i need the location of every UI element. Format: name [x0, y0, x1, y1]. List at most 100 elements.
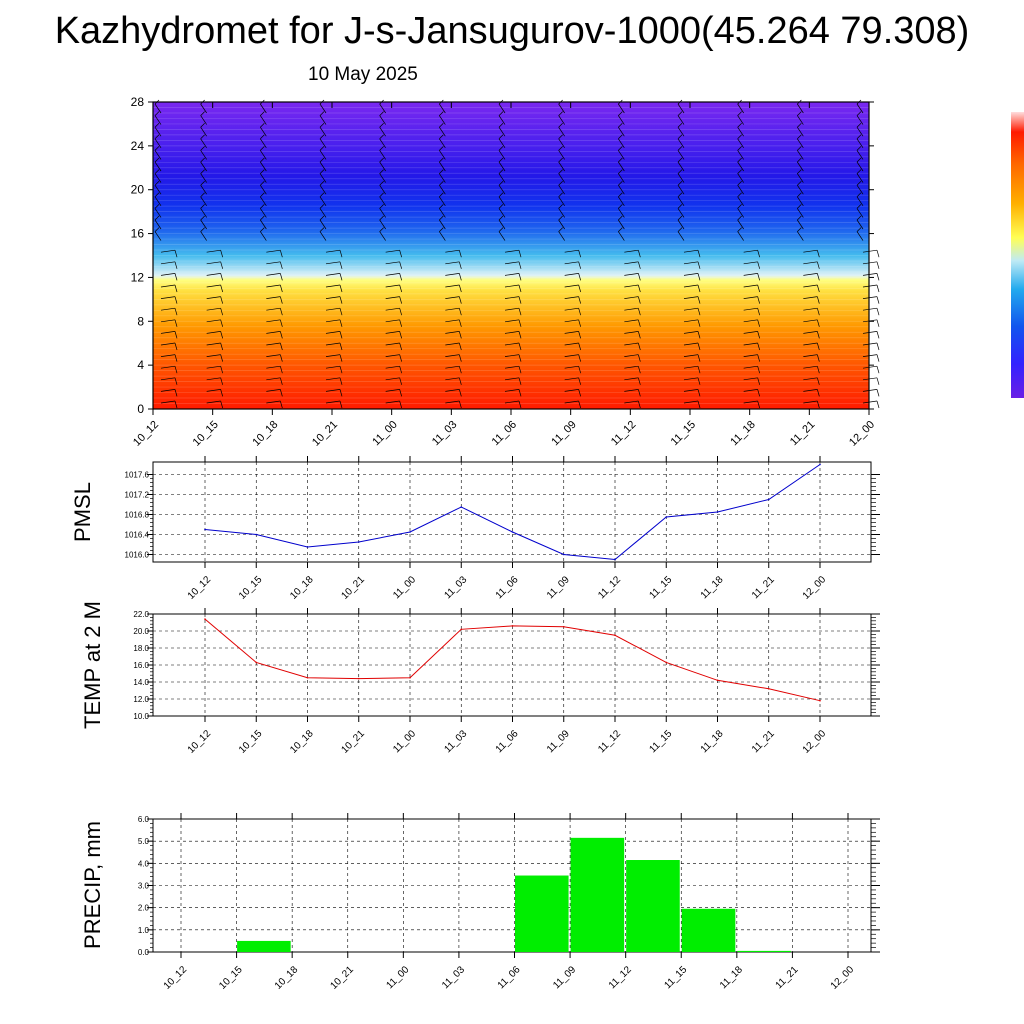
- wind-barb: [260, 150, 267, 160]
- wind-barb-flag: [319, 122, 325, 128]
- wind-barb: [266, 296, 281, 299]
- wind-barb-flag: [816, 273, 820, 281]
- wind-barb: [564, 307, 579, 311]
- wind-barb: [200, 173, 207, 183]
- y-tick-label: 14.0: [133, 678, 149, 687]
- wind-barb-flag: [757, 342, 761, 351]
- y-axis-label: PMSL: [70, 482, 95, 542]
- wind-barb: [558, 150, 565, 160]
- wind-barb: [862, 273, 878, 276]
- wind-barb: [683, 400, 699, 404]
- wind-barb: [260, 127, 267, 137]
- wind-barb-flag: [757, 377, 761, 385]
- wind-barb-flag: [518, 377, 522, 385]
- wind-barb: [803, 296, 818, 299]
- wind-barb-flag: [876, 331, 880, 339]
- wind-barb-flag: [816, 296, 820, 304]
- wind-barb-flag: [876, 389, 880, 397]
- wind-barb: [439, 173, 446, 183]
- wind-barb-flag: [220, 400, 224, 409]
- wind-barb: [856, 127, 864, 137]
- wind-barb-flag: [816, 250, 820, 258]
- wind-barb-flag: [458, 377, 462, 385]
- wind-barb: [504, 365, 520, 369]
- wind-barb-flag: [816, 377, 820, 385]
- wind-barb: [743, 331, 758, 334]
- wind-barb-flag: [279, 273, 283, 281]
- wind-barb: [624, 342, 639, 346]
- wind-barb: [385, 249, 400, 253]
- wind-barb: [260, 115, 267, 125]
- wind-barb: [797, 231, 804, 241]
- wind-barb: [200, 208, 207, 218]
- wind-barb-flag: [339, 331, 343, 339]
- wind-barb-flag: [379, 180, 384, 186]
- wind-barb: [677, 161, 685, 172]
- x-tick-label: 11_06: [494, 728, 521, 755]
- wind-barb: [200, 196, 207, 206]
- wind-barb-flag: [697, 342, 701, 351]
- wind-barb-flag: [174, 342, 178, 351]
- wind-barb: [803, 284, 818, 288]
- wind-barb: [498, 115, 506, 125]
- wind-barb: [504, 296, 520, 299]
- wind-barb-flag: [379, 157, 384, 163]
- wind-barb-flag: [757, 284, 761, 293]
- precip-bar: [737, 950, 791, 952]
- wind-barb-flag: [637, 389, 641, 397]
- wind-barb: [624, 249, 639, 253]
- wind-barb-flag: [697, 250, 701, 258]
- y-tick-label: 16.0: [133, 661, 149, 670]
- y-tick-label: 8: [137, 314, 144, 328]
- wind-barb: [379, 161, 386, 172]
- wind-barb-flag: [200, 227, 205, 232]
- wind-barb-flag: [578, 250, 582, 258]
- wind-barb: [677, 150, 685, 160]
- x-tick-label: 11_03: [430, 419, 460, 449]
- wind-barb-flag: [339, 342, 343, 351]
- wind-barb-flag: [498, 215, 504, 221]
- wind-barb: [618, 231, 625, 241]
- wind-barb-flag: [856, 111, 862, 116]
- wind-barb-flag: [856, 134, 862, 140]
- wind-barb: [504, 261, 520, 265]
- y-tick-label: 16: [131, 227, 145, 241]
- wind-barb: [206, 342, 221, 346]
- wind-barb: [618, 115, 625, 125]
- wind-barb-flag: [154, 169, 160, 174]
- wind-barb: [564, 331, 579, 334]
- wind-barb: [385, 284, 400, 288]
- wind-barb: [803, 342, 818, 346]
- wind-barb-flag: [220, 354, 224, 362]
- wind-barb: [319, 150, 327, 160]
- wind-barb-flag: [558, 180, 563, 186]
- wind-barb: [379, 103, 386, 114]
- data-point: [460, 628, 463, 631]
- wind-barb: [862, 331, 878, 334]
- wind-barb-flag: [439, 122, 444, 128]
- wind-barb-flag: [439, 192, 444, 198]
- wind-barb: [803, 307, 818, 311]
- wind-barb: [624, 296, 639, 299]
- wind-barb: [504, 400, 520, 404]
- wind-barb-flag: [174, 331, 178, 339]
- wind-barb: [319, 138, 327, 148]
- heatmap-panel: 0 4 8 12 16 20 24 28 10_12 10_15 10_18 10_21 11_00 11…: [131, 95, 880, 449]
- wind-barb: [737, 196, 744, 206]
- wind-barb-flag: [279, 389, 283, 397]
- wind-barb-flag: [154, 180, 160, 186]
- page-title: Kazhydromet for J-s-Jansugurov-1000(45.2…: [54, 10, 970, 52]
- wind-barb-flag: [260, 180, 265, 186]
- wind-barb: [260, 161, 267, 172]
- wind-barb: [200, 115, 207, 125]
- data-point: [716, 679, 719, 682]
- wind-barb: [624, 284, 639, 288]
- wind-barb-flag: [797, 204, 802, 209]
- wind-barb-flag: [697, 331, 701, 339]
- wind-barb: [737, 115, 744, 125]
- wind-barb-flag: [518, 319, 522, 327]
- wind-barb: [206, 284, 221, 288]
- wind-barb-flag: [279, 366, 283, 374]
- wind-barb: [862, 296, 878, 299]
- wind-barb: [856, 185, 864, 195]
